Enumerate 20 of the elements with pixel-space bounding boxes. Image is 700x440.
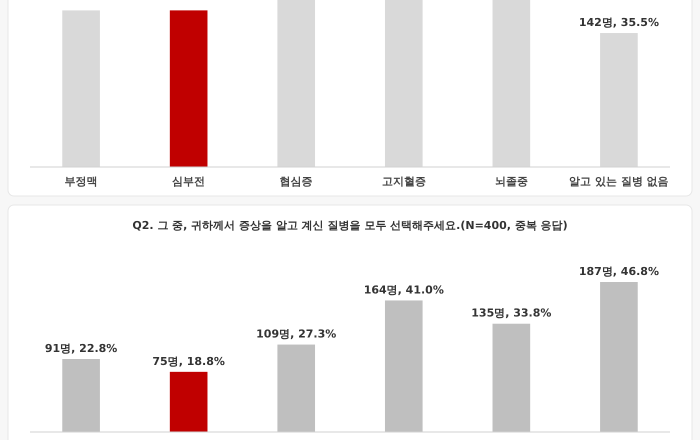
x-tick-label: 협심증 xyxy=(280,175,313,188)
data-label: 75명, 18.8% xyxy=(152,354,225,368)
data-label: 142명, 35.5% xyxy=(578,16,659,30)
x-tick-label: 알고 있는 질병 없음 xyxy=(569,175,669,188)
bar xyxy=(62,359,100,432)
data-label: 187명, 46.8% xyxy=(578,265,659,278)
data-label: 109명, 27.3% xyxy=(256,328,336,341)
bar xyxy=(492,324,530,432)
bar xyxy=(277,344,316,432)
x-tick-label: 뇌졸중 xyxy=(494,175,528,188)
chart-title: Q2. 그 중, 귀하께서 증상을 알고 계신 질병을 모두 선택해주세요.(N=400, 중복 응답) xyxy=(132,219,568,232)
data-label: 91명, 22.8% xyxy=(44,342,118,356)
data-label: 135명, 33.8% xyxy=(471,306,552,320)
x-tick-label: 심부전 xyxy=(172,175,206,188)
bar xyxy=(384,300,423,432)
x-tick-label: 부정맥 xyxy=(64,175,98,188)
bar xyxy=(170,372,208,432)
x-tick-label: 고지혈증 xyxy=(382,175,426,188)
bar xyxy=(600,282,638,432)
data-label: 164명, 41.0% xyxy=(364,283,444,296)
